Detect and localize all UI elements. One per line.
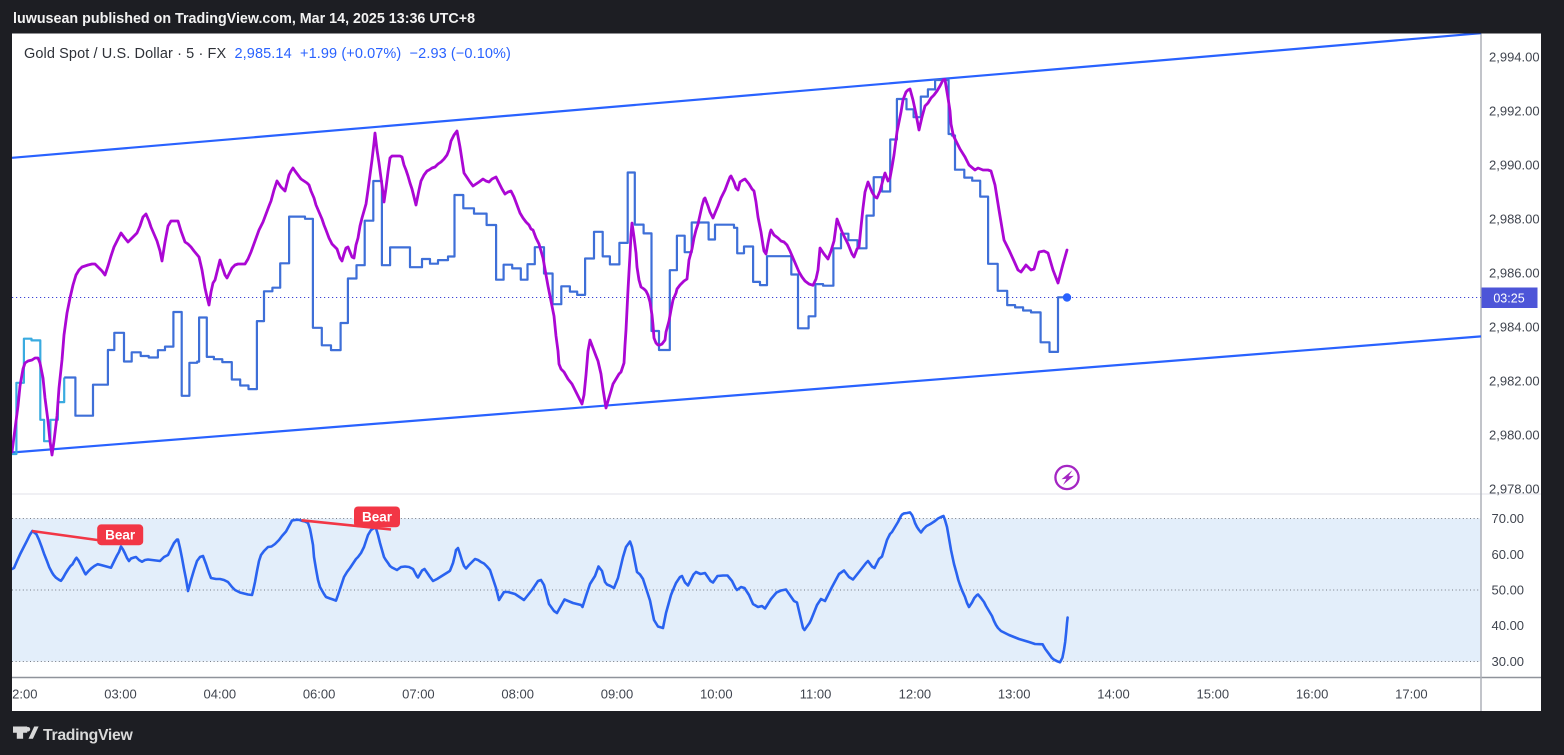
svg-text:2,994.00: 2,994.00 xyxy=(1489,50,1540,65)
svg-text:Bear: Bear xyxy=(105,527,136,542)
svg-text:04:00: 04:00 xyxy=(204,687,237,702)
svg-text:2,992.00: 2,992.00 xyxy=(1489,104,1540,119)
svg-text:60.00: 60.00 xyxy=(1492,547,1525,562)
svg-text:14:00: 14:00 xyxy=(1097,687,1130,702)
svg-text:17:00: 17:00 xyxy=(1395,687,1428,702)
svg-text:08:00: 08:00 xyxy=(501,687,534,702)
svg-text:30.00: 30.00 xyxy=(1492,654,1525,669)
svg-text:40.00: 40.00 xyxy=(1492,618,1525,633)
svg-text:16:00: 16:00 xyxy=(1296,687,1329,702)
svg-text:2,984.00: 2,984.00 xyxy=(1489,320,1540,335)
svg-text:50.00: 50.00 xyxy=(1492,583,1525,598)
svg-text:09:00: 09:00 xyxy=(601,687,634,702)
svg-text:07:00: 07:00 xyxy=(402,687,435,702)
svg-text:2,980.00: 2,980.00 xyxy=(1489,428,1540,443)
svg-text:13:00: 13:00 xyxy=(998,687,1031,702)
svg-text:2,978.00: 2,978.00 xyxy=(1489,482,1540,497)
svg-text:TradingView: TradingView xyxy=(43,727,133,744)
svg-text:10:00: 10:00 xyxy=(700,687,733,702)
svg-text:12:00: 12:00 xyxy=(899,687,932,702)
svg-text:03:00: 03:00 xyxy=(104,687,137,702)
svg-text:2,982.00: 2,982.00 xyxy=(1489,374,1540,389)
svg-text:03:25: 03:25 xyxy=(1493,292,1524,306)
svg-text:70.00: 70.00 xyxy=(1492,511,1525,526)
svg-text:2,988.00: 2,988.00 xyxy=(1489,212,1540,227)
svg-text:Bear: Bear xyxy=(362,510,393,525)
svg-text:2,986.00: 2,986.00 xyxy=(1489,266,1540,281)
svg-text:Gold Spot / U.S. Dollar · 5 ·: Gold Spot / U.S. Dollar · 5 · FX 2,985.1… xyxy=(24,46,511,62)
svg-text:11:00: 11:00 xyxy=(800,687,832,702)
svg-text:luwusean published on TradingV: luwusean published on TradingView.com, M… xyxy=(13,11,475,27)
svg-text:15:00: 15:00 xyxy=(1197,687,1230,702)
svg-text:02:00: 02:00 xyxy=(5,687,38,702)
svg-text:2,990.00: 2,990.00 xyxy=(1489,158,1540,173)
svg-text:06:00: 06:00 xyxy=(303,687,336,702)
